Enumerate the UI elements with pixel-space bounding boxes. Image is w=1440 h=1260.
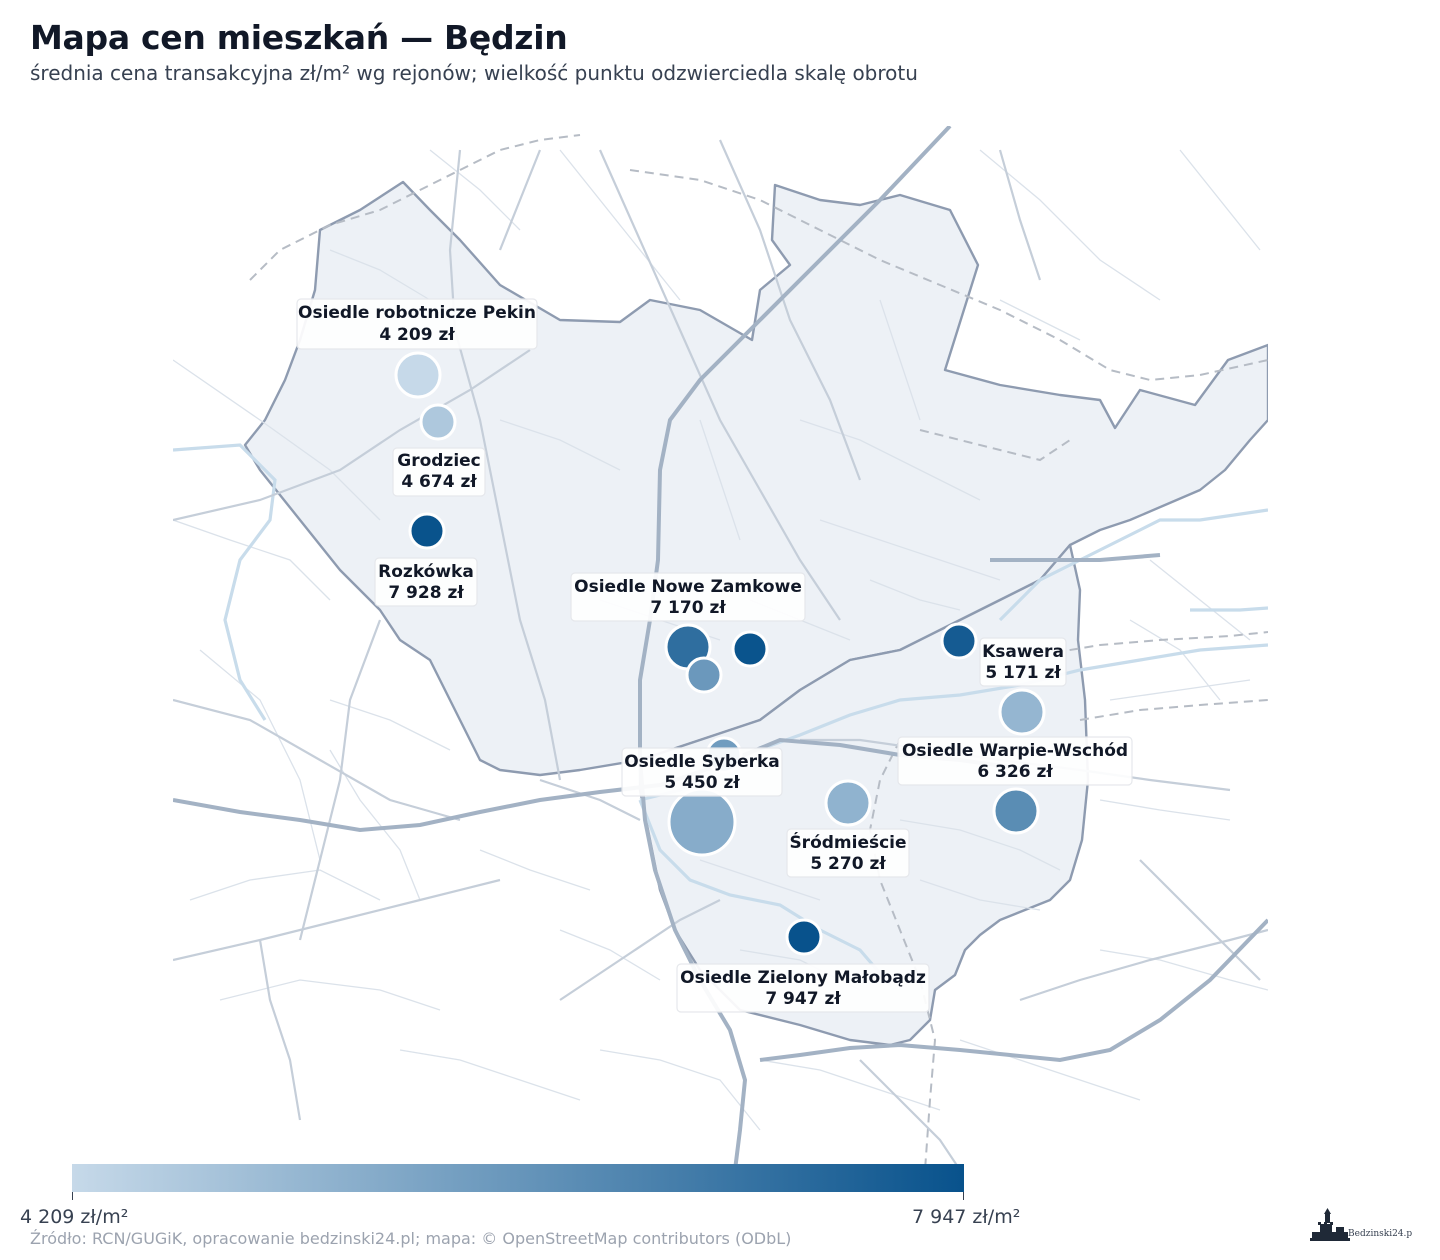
label-name: Osiedle Syberka [624,752,780,772]
point-rozkowka[interactable] [408,512,446,550]
point-srodmiescie[interactable] [824,779,872,827]
label-ksawera: Ksawera 5 171 zł [979,637,1067,687]
label-price: 7 928 zł [388,583,464,603]
label-price: 5 450 zł [664,773,740,793]
city-map[interactable]: Osiedle robotnicze Pekin 4 209 zł Grodzi… [0,0,1440,1170]
site-logo[interactable]: Bedzinski24.pl [1308,1206,1412,1246]
label-name: Osiedle Nowe Zamkowe [574,577,802,597]
label-price: 6 326 zł [977,762,1053,782]
scale-tick-max [963,1192,964,1200]
label-name: Osiedle robotnicze Pekin [298,303,536,323]
point-nowe-zamkowe-east[interactable] [731,630,769,668]
point-osiedle-robotnicze-pekin[interactable] [394,351,442,399]
page-title: Mapa cen mieszkań — Będzin [30,18,568,57]
point-osiedle-syberka[interactable] [667,787,737,857]
label-osiedle-warpie-wschod: Osiedle Warpie-Wschód 6 326 zł [897,736,1133,786]
railways [249,134,1268,1170]
label-rozkowka: Rozkówka 7 928 zł [374,557,478,607]
highways [173,126,1268,1170]
point-nowe-zamkowe-south[interactable] [685,656,723,694]
scale-min-label: 4 209 zł/m² [20,1206,129,1228]
label-name: Ksawera [982,642,1064,662]
label-osiedle-zielony-malobadz: Osiedle Zielony Małobądz 7 947 zł [676,963,930,1013]
label-price: 4 674 zł [401,472,477,492]
color-scale-bar [72,1164,964,1192]
label-grodziec: Grodziec 4 674 zł [392,447,486,497]
label-price: 5 270 zł [810,854,886,874]
label-price: 5 171 zł [985,663,1061,683]
label-osiedle-robotnicze-pekin: Osiedle robotnicze Pekin 4 209 zł [296,298,538,350]
label-osiedle-nowe-zamkowe: Osiedle Nowe Zamkowe 7 170 zł [570,572,806,622]
point-ksawera[interactable] [998,688,1046,736]
point-ksawera-north[interactable] [940,622,978,660]
label-price: 4 209 zł [379,325,455,345]
logo-text: Bedzinski24.pl [1348,1229,1412,1239]
source-credits: Źródło: RCN/GUGiK, opracowanie bedzinski… [30,1229,792,1248]
point-grodziec[interactable] [419,403,457,441]
scale-tick-min [72,1192,73,1200]
label-srodmiescie: Śródmieście 5 270 zł [786,828,910,878]
point-osiedle-zielony-malobadz[interactable] [785,918,823,956]
label-price: 7 947 zł [765,989,841,1009]
main-roads [173,139,1268,1170]
castle-icon [1310,1208,1350,1241]
district-labels: Osiedle robotnicze Pekin 4 209 zł Grodzi… [296,298,1133,1013]
label-name: Śródmieście [789,831,906,853]
label-osiedle-syberka: Osiedle Syberka 5 450 zł [621,747,783,797]
minor-streets [173,149,1268,1131]
label-name: Osiedle Warpie-Wschód [902,741,1128,761]
label-name: Osiedle Zielony Małobądz [680,968,926,988]
label-price: 7 170 zł [650,598,726,618]
scale-max-label: 7 947 zł/m² [912,1206,1021,1228]
point-osiedle-warpie-wschod[interactable] [992,787,1040,835]
page-subtitle: średnia cena transakcyjna zł/m² wg rejon… [30,61,918,85]
label-name: Rozkówka [378,562,474,582]
label-name: Grodziec [397,451,481,471]
